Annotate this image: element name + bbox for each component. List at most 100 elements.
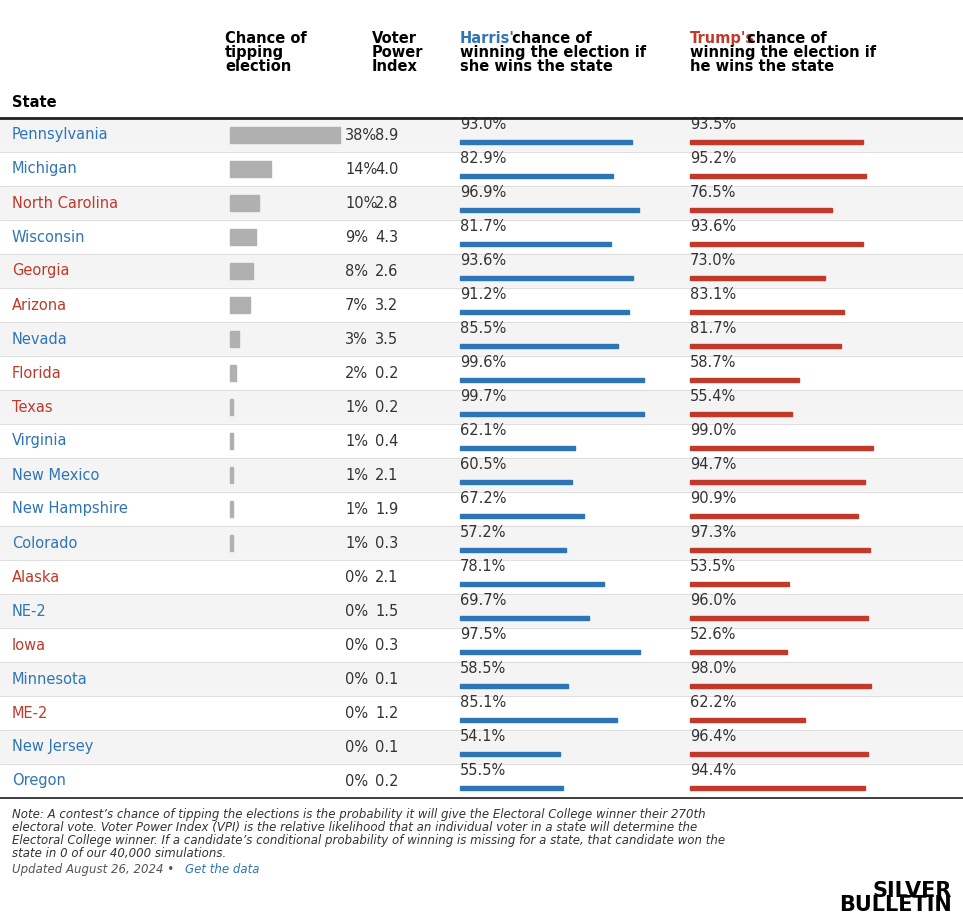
Bar: [690, 446, 873, 450]
Bar: [460, 344, 618, 348]
Bar: [0, 594, 963, 628]
Text: 91.2%: 91.2%: [460, 287, 507, 302]
Text: 62.1%: 62.1%: [460, 423, 507, 438]
Bar: [690, 208, 831, 212]
Bar: [230, 535, 233, 551]
Bar: [460, 684, 568, 688]
Text: 81.7%: 81.7%: [460, 219, 507, 234]
Text: 1.2: 1.2: [375, 705, 399, 720]
Bar: [460, 446, 575, 450]
Bar: [230, 365, 236, 381]
Text: 9%: 9%: [345, 230, 368, 244]
Text: Iowa: Iowa: [12, 638, 46, 652]
Bar: [0, 458, 963, 492]
Bar: [460, 310, 629, 314]
Text: 62.2%: 62.2%: [690, 695, 737, 710]
Text: 0%: 0%: [345, 773, 368, 789]
Bar: [460, 514, 585, 518]
Bar: [460, 786, 562, 790]
Text: 96.9%: 96.9%: [460, 185, 507, 200]
Text: 7%: 7%: [345, 297, 368, 313]
Bar: [460, 480, 572, 484]
Text: New Jersey: New Jersey: [12, 739, 93, 755]
Text: 1.5: 1.5: [375, 604, 399, 619]
Text: 76.5%: 76.5%: [690, 185, 737, 200]
Bar: [0, 696, 963, 730]
Bar: [690, 174, 866, 178]
Bar: [690, 242, 863, 246]
Bar: [0, 764, 963, 798]
Bar: [460, 242, 612, 246]
Text: Colorado: Colorado: [12, 535, 77, 551]
Text: 99.6%: 99.6%: [460, 355, 507, 370]
Bar: [0, 560, 963, 594]
Bar: [690, 786, 865, 790]
Text: State: State: [12, 95, 57, 110]
Text: tipping: tipping: [225, 45, 284, 60]
Text: 3%: 3%: [345, 331, 368, 347]
Text: Wisconsin: Wisconsin: [12, 230, 86, 244]
Bar: [0, 492, 963, 526]
Text: electoral vote. Voter Power Index (VPI) is the relative likelihood that an indiv: electoral vote. Voter Power Index (VPI) …: [12, 821, 697, 834]
Text: 1%: 1%: [345, 501, 368, 516]
Text: 0.2: 0.2: [375, 365, 399, 381]
Text: chance of: chance of: [507, 31, 591, 46]
Text: 2.1: 2.1: [375, 468, 399, 482]
Text: SILVER: SILVER: [872, 881, 952, 901]
Text: Virginia: Virginia: [12, 434, 67, 448]
Text: Arizona: Arizona: [12, 297, 67, 313]
Bar: [0, 662, 963, 696]
Bar: [460, 174, 613, 178]
Bar: [230, 501, 233, 517]
Text: state in 0 of our 40,000 simulations.: state in 0 of our 40,000 simulations.: [12, 847, 226, 860]
Text: Note: A contest’s chance of tipping the elections is the probability it will giv: Note: A contest’s chance of tipping the …: [12, 808, 706, 821]
Bar: [0, 628, 963, 662]
Bar: [460, 208, 639, 212]
Bar: [690, 344, 841, 348]
Text: 85.1%: 85.1%: [460, 695, 507, 710]
Text: 94.7%: 94.7%: [690, 457, 737, 472]
Bar: [460, 582, 605, 586]
Text: 0%: 0%: [345, 739, 368, 755]
Text: Harris': Harris': [460, 31, 515, 46]
Bar: [0, 254, 963, 288]
Bar: [0, 322, 963, 356]
Text: 8.9: 8.9: [375, 127, 399, 143]
Text: 58.5%: 58.5%: [460, 661, 507, 676]
Text: 96.4%: 96.4%: [690, 729, 737, 744]
Text: 93.6%: 93.6%: [690, 219, 736, 234]
Text: he wins the state: he wins the state: [690, 59, 834, 74]
Bar: [230, 467, 233, 483]
Text: 73.0%: 73.0%: [690, 253, 737, 268]
Text: 98.0%: 98.0%: [690, 661, 737, 676]
Text: 2.6: 2.6: [375, 264, 399, 278]
Bar: [230, 263, 253, 279]
Bar: [0, 220, 963, 254]
Text: Updated August 26, 2024 •: Updated August 26, 2024 •: [12, 863, 178, 876]
Text: election: election: [225, 59, 291, 74]
Text: 83.1%: 83.1%: [690, 287, 736, 302]
Bar: [690, 412, 793, 416]
Text: Alaska: Alaska: [12, 569, 61, 585]
Bar: [460, 752, 560, 756]
Text: BULLETIN: BULLETIN: [839, 895, 952, 915]
Text: 8%: 8%: [345, 264, 368, 278]
Text: 85.5%: 85.5%: [460, 321, 507, 336]
Text: 1%: 1%: [345, 468, 368, 482]
Text: 52.6%: 52.6%: [690, 627, 737, 642]
Text: Get the data: Get the data: [185, 863, 259, 876]
Bar: [230, 195, 259, 211]
Bar: [690, 514, 858, 518]
Text: ME-2: ME-2: [12, 705, 48, 720]
Text: 14%: 14%: [345, 162, 377, 177]
Text: 99.7%: 99.7%: [460, 389, 507, 404]
Text: 0%: 0%: [345, 569, 368, 585]
Bar: [460, 650, 640, 654]
Bar: [0, 288, 963, 322]
Bar: [690, 582, 789, 586]
Text: 97.5%: 97.5%: [460, 627, 507, 642]
Bar: [460, 718, 617, 722]
Text: 55.5%: 55.5%: [460, 763, 507, 778]
Text: 94.4%: 94.4%: [690, 763, 737, 778]
Text: 96.0%: 96.0%: [690, 593, 737, 608]
